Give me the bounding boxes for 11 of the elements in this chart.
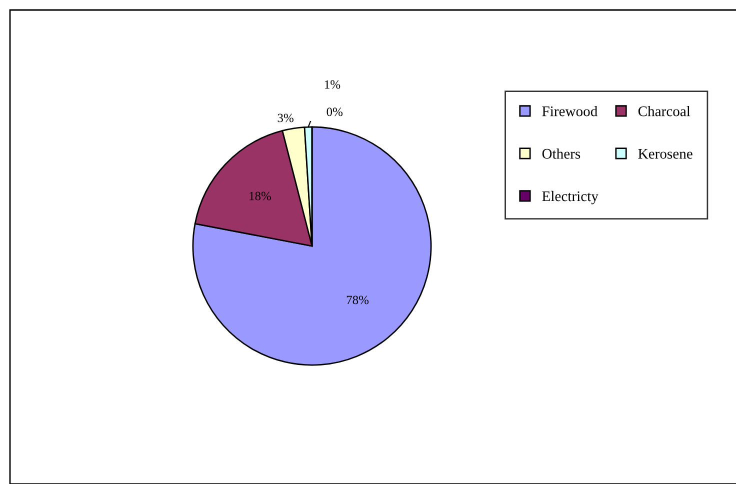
legend-label: Charcoal bbox=[638, 106, 690, 116]
data-label: 1% bbox=[325, 80, 340, 89]
pie-slice bbox=[192, 126, 432, 366]
legend-label: Electricty bbox=[542, 190, 598, 204]
data-label: 3% bbox=[278, 114, 294, 122]
legend-label: Others bbox=[542, 148, 580, 159]
data-label: 78% bbox=[346, 296, 369, 304]
legend-label: Kerosene bbox=[638, 149, 692, 159]
data-label: 18% bbox=[250, 192, 271, 200]
text: 0% bbox=[326, 108, 343, 116]
legend-label: Firewood bbox=[542, 106, 598, 116]
